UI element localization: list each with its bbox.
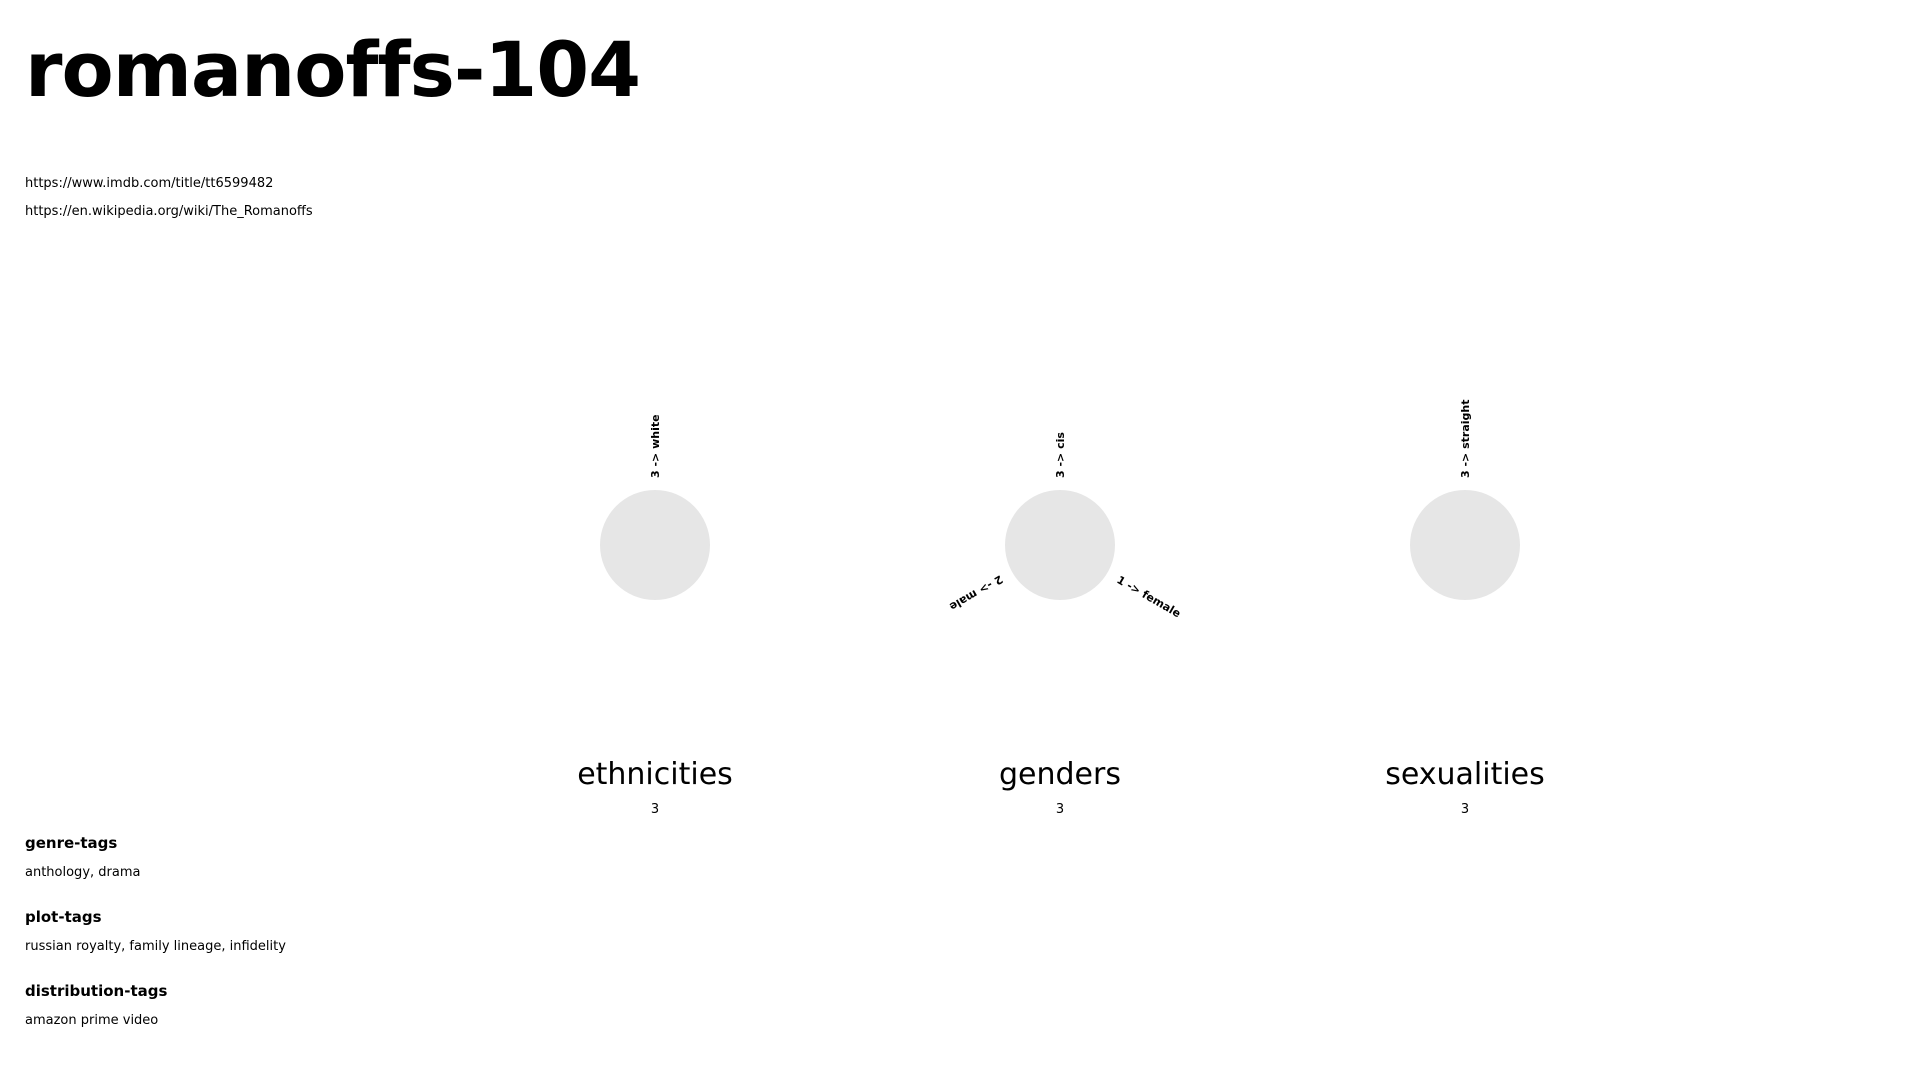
ethnicities-label: ethnicities: [577, 757, 733, 792]
plot-tags-group: plot-tags russian royalty, family lineag…: [25, 907, 286, 957]
page-title: romanoffs-104: [25, 25, 641, 114]
genders-circle: [1005, 490, 1115, 600]
wikipedia-link[interactable]: https://en.wikipedia.org/wiki/The_Romano…: [25, 204, 313, 219]
genre-tags-values: anthology, drama: [25, 865, 141, 880]
sexualities-total: 3: [1460, 802, 1470, 817]
distribution-tags-values: amazon prime video: [25, 1013, 159, 1028]
imdb-link[interactable]: https://www.imdb.com/title/tt6599482: [25, 176, 274, 191]
plot-tags-heading: plot-tags: [25, 908, 102, 926]
plot-tags-values: russian royalty, family lineage, infidel…: [25, 939, 286, 954]
sexualities-branch-straight: 3 -> straight: [1459, 400, 1472, 478]
genders-label: genders: [999, 757, 1121, 792]
genders-branch-cis: 3 -> cis: [1054, 432, 1067, 478]
tags-section: genre-tags anthology, drama plot-tags ru…: [25, 833, 286, 1055]
ethnicities-total: 3: [650, 802, 660, 817]
genre-tags-heading: genre-tags: [25, 834, 118, 852]
genre-tags-group: genre-tags anthology, drama: [25, 833, 286, 883]
external-links: https://www.imdb.com/title/tt6599482 htt…: [25, 170, 313, 226]
genders-branch-female: 1 -> female: [1115, 573, 1183, 620]
distribution-tags-heading: distribution-tags: [25, 982, 168, 1000]
sexualities-circle: [1410, 490, 1520, 600]
genders-total: 3: [1055, 802, 1065, 817]
genders-branch-male: 2 -> male: [947, 572, 1005, 613]
ethnicities-circle: [600, 490, 710, 600]
ethnicities-branch-white: 3 -> white: [649, 414, 662, 478]
distribution-tags-group: distribution-tags amazon prime video: [25, 981, 286, 1031]
sexualities-label: sexualities: [1385, 757, 1545, 792]
